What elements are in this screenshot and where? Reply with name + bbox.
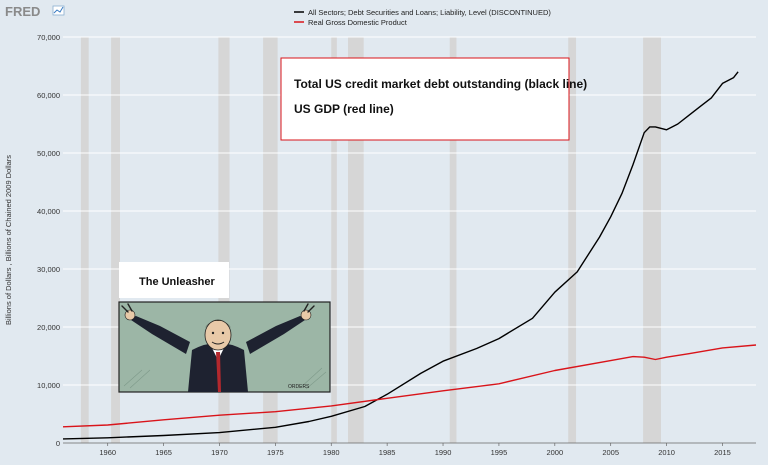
- recession-band: [643, 37, 661, 443]
- x-tick-label: 1980: [323, 448, 340, 457]
- y-axis-ticks: 0 10,000 20,000 30,000 40,000 50,000 60,000 70,…: [37, 33, 60, 448]
- x-tick-label: 1960: [99, 448, 116, 457]
- y-tick-label: 70,000: [37, 33, 60, 42]
- x-tick-label: 1970: [211, 448, 228, 457]
- y-tick-label: 0: [56, 439, 60, 448]
- y-tick-label: 10,000: [37, 381, 60, 390]
- x-tick-label: 1990: [435, 448, 452, 457]
- graph-icon: [52, 5, 65, 16]
- legend-label-gdp: Real Gross Domestic Product: [308, 18, 408, 27]
- x-tick-label: 1985: [379, 448, 396, 457]
- recession-band: [111, 37, 121, 443]
- fred-logo: FRED: [5, 4, 65, 19]
- series-line-debt: [62, 71, 739, 440]
- y-tick-label: 40,000: [37, 207, 60, 216]
- legend: All Sectors; Debt Securities and Loans; …: [294, 8, 551, 27]
- y-axis-label: Billions of Dollars , Billions of Chaine…: [4, 155, 13, 325]
- x-tick-label: 2000: [546, 448, 563, 457]
- series-lines: [62, 71, 757, 440]
- recession-band: [331, 37, 337, 443]
- recession-band: [568, 37, 577, 443]
- x-tick-label: 1965: [155, 448, 172, 457]
- x-tick-label: 1975: [267, 448, 284, 457]
- series-line-gdp: [62, 344, 757, 428]
- y-tick-label: 60,000: [37, 91, 60, 100]
- recession-band: [80, 37, 89, 443]
- cartoon-illustration: ORDERS: [118, 301, 331, 393]
- x-tick-label: 2005: [602, 448, 619, 457]
- recession-band: [218, 37, 230, 443]
- annotation-box: Total US credit market debt outstanding …: [280, 57, 587, 141]
- fred-logo-text: FRED: [5, 4, 40, 19]
- x-tick-label: 1995: [491, 448, 508, 457]
- cartoon-caption-panel: [119, 262, 229, 298]
- y-tick-label: 20,000: [37, 323, 60, 332]
- x-tick-label: 2015: [714, 448, 731, 457]
- cartoon-signature: ORDERS: [288, 384, 310, 390]
- cartoon-caption: The Unleasher: [139, 276, 216, 288]
- x-tick-label: 2010: [658, 448, 675, 457]
- y-tick-label: 50,000: [37, 149, 60, 158]
- annotation-line-1: Total US credit market debt outstanding …: [294, 77, 587, 91]
- annotation-line-2: US GDP (red line): [294, 102, 394, 116]
- legend-label-debt: All Sectors; Debt Securities and Loans; …: [308, 8, 551, 17]
- recession-band: [449, 37, 457, 443]
- y-tick-label: 30,000: [37, 265, 60, 274]
- x-axis-ticks: 1960 1965 1970 1975 1980 1985 1990 1995 2000 2005…: [99, 443, 731, 457]
